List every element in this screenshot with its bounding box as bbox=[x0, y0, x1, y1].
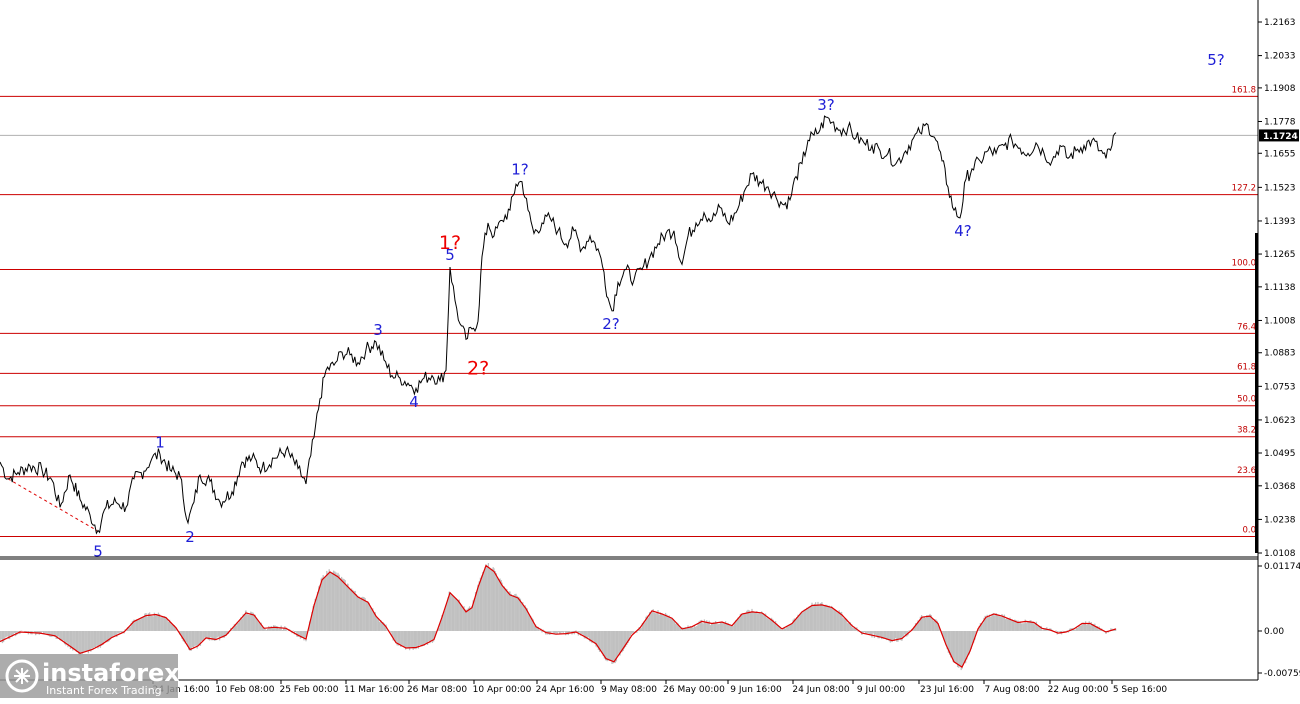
fib-label-0: 161.8 bbox=[1232, 85, 1256, 95]
fib-label-1: 127.2 bbox=[1232, 184, 1256, 194]
price-line bbox=[0, 115, 1117, 535]
date-tick-13: 7 Aug 08:00 bbox=[985, 685, 1040, 695]
wave-label-7: 2? bbox=[467, 357, 489, 379]
price-tick-13: 1.0495 bbox=[1264, 449, 1296, 459]
wave-label-8: 1? bbox=[511, 161, 529, 179]
price-tick-14: 1.0368 bbox=[1264, 482, 1296, 492]
date-tick-15: 5 Sep 16:00 bbox=[1113, 685, 1168, 695]
fib-label-5: 50.0 bbox=[1237, 395, 1256, 405]
fib-label-4: 61.8 bbox=[1237, 362, 1256, 372]
price-tick-5: 1.1523 bbox=[1264, 183, 1296, 193]
price-tick-0: 1.2163 bbox=[1264, 18, 1296, 28]
watermark-logo: instaforex Instant Forex Trading bbox=[0, 654, 180, 698]
price-tick-4: 1.1655 bbox=[1264, 149, 1296, 159]
price-tick-7: 1.1265 bbox=[1264, 250, 1296, 260]
price-tick-12: 1.0623 bbox=[1264, 416, 1296, 426]
date-tick-8: 26 May 00:00 bbox=[663, 685, 725, 695]
wave-label-1: 1 bbox=[155, 433, 165, 451]
wave-label-3: 3 bbox=[373, 321, 383, 339]
price-tick-10: 1.0883 bbox=[1264, 349, 1296, 359]
date-tick-9: 9 Jun 16:00 bbox=[730, 685, 782, 695]
date-tick-12: 23 Jul 16:00 bbox=[920, 685, 974, 695]
wave-label-4: 4 bbox=[409, 393, 419, 411]
date-tick-11: 9 Jul 00:00 bbox=[857, 685, 906, 695]
price-tick-2: 1.1908 bbox=[1264, 84, 1296, 94]
date-tick-1: 10 Feb 08:00 bbox=[215, 685, 274, 695]
osc-tick-2: -0.00759 bbox=[1264, 669, 1300, 679]
price-tick-6: 1.1393 bbox=[1264, 217, 1296, 227]
osc-signal-line bbox=[0, 564, 1117, 668]
fib-label-8: 0.0 bbox=[1242, 525, 1256, 535]
price-tick-8: 1.1138 bbox=[1264, 283, 1296, 293]
price-tick-15: 1.0238 bbox=[1264, 515, 1296, 525]
osc-tick-0: 0.01174 bbox=[1264, 562, 1300, 572]
date-tick-7: 9 May 08:00 bbox=[601, 685, 657, 695]
date-tick-6: 24 Apr 16:00 bbox=[536, 685, 595, 695]
price-tick-1: 1.2033 bbox=[1264, 52, 1296, 62]
date-tick-14: 22 Aug 00:00 bbox=[1048, 685, 1109, 695]
scroll-marker bbox=[1255, 233, 1258, 553]
oscillator-panel bbox=[0, 563, 1117, 671]
price-tick-3: 1.1778 bbox=[1264, 117, 1296, 127]
wave-label-10: 3? bbox=[817, 96, 835, 114]
date-tick-5: 10 Apr 00:00 bbox=[473, 685, 532, 695]
wave-dashed-line bbox=[7, 478, 98, 531]
price-tick-11: 1.0753 bbox=[1264, 382, 1296, 392]
price-tick-9: 1.1008 bbox=[1264, 316, 1296, 326]
date-tick-0: 24 Jan 16:00 bbox=[153, 685, 210, 695]
date-tick-10: 24 Jun 08:00 bbox=[792, 685, 849, 695]
price-tick-16: 1.0108 bbox=[1264, 549, 1296, 559]
fib-label-2: 100.0 bbox=[1232, 259, 1256, 269]
date-tick-2: 25 Feb 00:00 bbox=[279, 685, 338, 695]
fib-label-3: 76.4 bbox=[1237, 322, 1256, 332]
wave-label-12: 5? bbox=[1207, 51, 1225, 69]
wave-label-9: 2? bbox=[602, 315, 620, 333]
fib-label-6: 38.2 bbox=[1237, 426, 1256, 436]
wave-label-5: 5 bbox=[445, 246, 455, 264]
osc-tick-1: 0.00 bbox=[1264, 627, 1284, 637]
logo-tagline: Instant Forex Trading bbox=[46, 684, 162, 697]
date-tick-3: 11 Mar 16:00 bbox=[344, 685, 404, 695]
current-price-box bbox=[1259, 129, 1299, 142]
wave-label-0: 5 bbox=[93, 542, 103, 560]
date-tick-4: 26 Mar 08:00 bbox=[407, 685, 467, 695]
current-price-label: 1.1724 bbox=[1263, 132, 1298, 142]
fib-label-7: 23.6 bbox=[1237, 466, 1256, 476]
price-panel: 161.8127.2100.076.461.850.038.223.60.051… bbox=[0, 51, 1258, 560]
wave-label-11: 4? bbox=[954, 222, 972, 240]
wave-label-2: 2 bbox=[185, 528, 195, 546]
wave-label-6: 1? bbox=[439, 232, 461, 254]
logo-wordmark: instaforex bbox=[42, 659, 180, 687]
